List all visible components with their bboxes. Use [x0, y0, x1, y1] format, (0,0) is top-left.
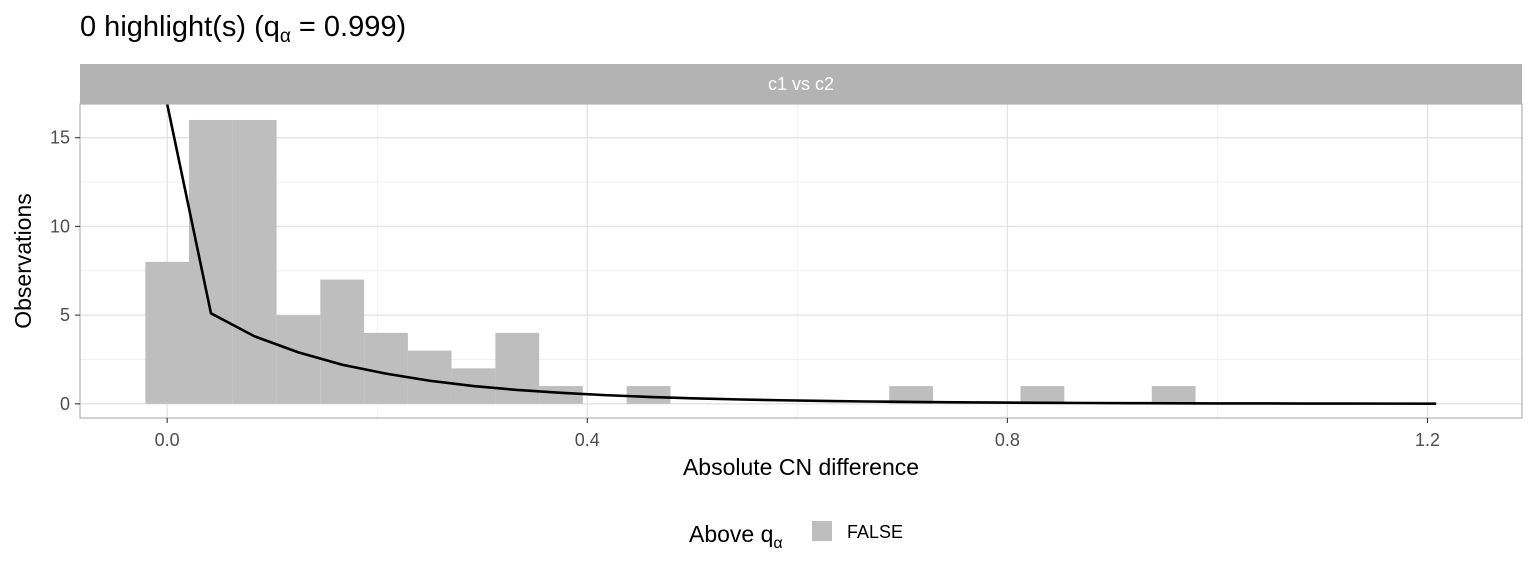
histogram-bar [626, 386, 671, 404]
facet-label: c1 vs c2 [768, 74, 834, 94]
histogram-bar [495, 332, 540, 404]
density-lines [165, 103, 1437, 405]
histogram-bar [189, 119, 233, 404]
histogram-bar [232, 119, 277, 404]
density-line [165, 103, 1437, 405]
histogram-bar [1020, 386, 1065, 404]
facet-strip [80, 64, 1522, 104]
x-tick-label: 0.0 [155, 430, 180, 450]
x-tick-label: 0.8 [995, 430, 1020, 450]
legend-label-false: FALSE [847, 522, 903, 542]
histogram-bar [145, 261, 190, 404]
histogram-bar [889, 386, 934, 404]
x-axis-title: Absolute CN difference [683, 454, 919, 480]
histogram-bar [1151, 386, 1196, 404]
histogram-bar [364, 332, 408, 404]
x-tick-label: 0.4 [575, 430, 600, 450]
y-tick-label: 10 [50, 216, 70, 236]
legend-title: Above qα [689, 521, 783, 552]
y-tick-label: 0 [60, 394, 70, 414]
histogram-bar [276, 315, 321, 404]
legend: Above qα FALSE [689, 521, 903, 552]
x-axis: 0.0 0.4 0.8 1.2 [155, 418, 1440, 450]
panel-border [79, 103, 1523, 419]
histogram-bar [320, 279, 365, 404]
legend-key-false [812, 521, 832, 541]
x-tick-label: 1.2 [1415, 430, 1440, 450]
y-tick-label: 5 [60, 305, 70, 325]
chart-title: 0 highlight(s) (qα = 0.999) [80, 11, 406, 47]
y-axis-title: Observations [10, 193, 36, 329]
y-tick-label: 15 [50, 128, 70, 148]
y-axis: 0 5 10 15 [50, 128, 80, 414]
histogram-bar [539, 386, 583, 404]
